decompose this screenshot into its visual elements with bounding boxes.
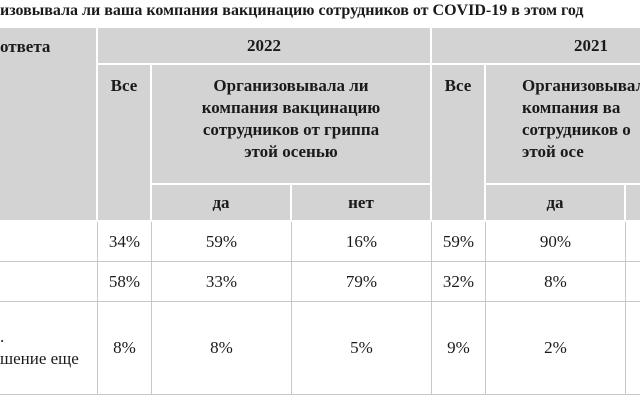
question-line: этой осенью <box>244 142 338 161</box>
cell-value: 32% <box>442 271 475 291</box>
data-cell <box>626 222 640 262</box>
row-label: . шение еще <box>0 302 98 395</box>
cell-value: 5% <box>350 338 373 357</box>
year-header: 2021 <box>574 35 608 55</box>
row-label <box>0 262 98 302</box>
cell-value: 59% <box>205 231 238 251</box>
question-line: компания ва <box>522 98 621 117</box>
answer-header: нет <box>348 192 374 212</box>
cell-value: 16% <box>345 231 378 251</box>
cell-value: 8% <box>544 271 567 291</box>
header-cell <box>626 185 640 222</box>
cell-value: 59% <box>442 231 475 251</box>
cell-value: 33% <box>205 271 238 291</box>
header-cell: Организовывала ли компания вакцинацию сотр… <box>152 65 432 185</box>
data-cell: 5% <box>292 302 432 395</box>
data-cell: 58% <box>98 262 152 302</box>
data-cell: 9% <box>432 302 486 395</box>
data-cell: 90% <box>486 222 626 262</box>
question-line: сотрудников о <box>522 120 631 139</box>
cell-value: 8% <box>210 338 233 357</box>
title: изовывала ли ваша компания вакцинацию со… <box>0 2 584 19</box>
data-cell: 79% <box>292 262 432 302</box>
column-header: Все <box>110 76 138 95</box>
answer-header: да <box>546 192 564 212</box>
answer-header: да <box>212 192 230 212</box>
data-cell: 33% <box>152 262 292 302</box>
header-cell: Все <box>432 65 486 222</box>
row-label <box>0 222 98 262</box>
cell-value: 8% <box>113 338 136 357</box>
cell-value: 9% <box>447 338 470 357</box>
cell-value: 2% <box>544 338 567 357</box>
question-line: этой осе <box>522 142 584 161</box>
year-header: 2022 <box>247 35 281 55</box>
data-cell: 32% <box>432 262 486 302</box>
header-cell: да <box>152 185 292 222</box>
cell-value: 34% <box>108 231 141 251</box>
header-cell: да <box>486 185 626 222</box>
question-line: Организовывала ли <box>213 76 369 95</box>
cell-value: 79% <box>345 271 378 291</box>
cell-value: 90% <box>539 231 572 251</box>
row-label-line: . <box>0 327 5 346</box>
data-cell: 16% <box>292 222 432 262</box>
row-label-line: шение еще <box>0 349 79 368</box>
column-header: ответа <box>0 37 51 56</box>
data-cell: 8% <box>152 302 292 395</box>
header-cell: 2022 <box>98 28 432 65</box>
column-header: Все <box>444 76 472 95</box>
header-cell: 2021 <box>432 28 640 65</box>
data-cell: 59% <box>152 222 292 262</box>
data-cell: 8% <box>486 262 626 302</box>
data-cell: 8% <box>98 302 152 395</box>
cell-value: 58% <box>108 271 141 291</box>
data-cell: 59% <box>432 222 486 262</box>
header-cell: Все <box>98 65 152 222</box>
header-cell: ответа <box>0 28 98 222</box>
header-cell: Организовывала л компания ва сотрудников о… <box>486 65 640 185</box>
data-cell <box>626 262 640 302</box>
data-cell: 34% <box>98 222 152 262</box>
question-line: компания вакцинацию <box>201 98 381 117</box>
data-cell: 2% <box>486 302 626 395</box>
question-line: сотрудников от гриппа <box>202 120 380 139</box>
data-cell <box>626 302 640 395</box>
question-line: Организовывала л <box>522 76 640 95</box>
header-cell: нет <box>292 185 432 222</box>
